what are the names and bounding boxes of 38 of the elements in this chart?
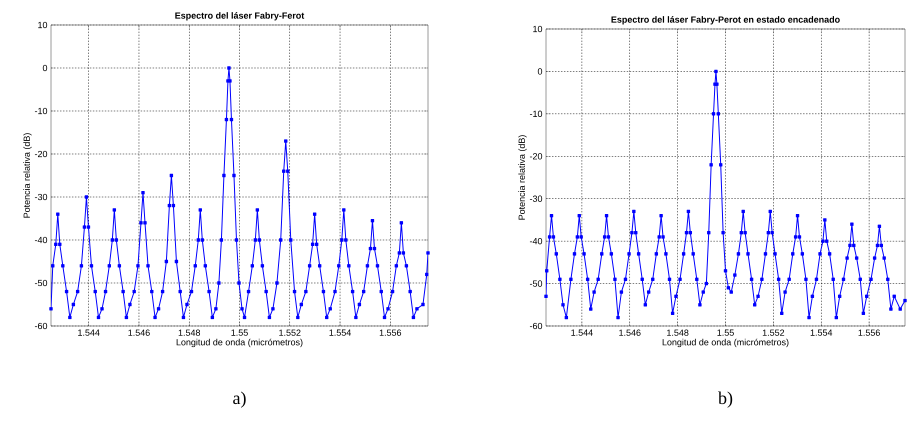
y-tick-label: -40 — [34, 236, 48, 244]
y-axis-title: Potencia relativa (dB) — [518, 135, 527, 220]
y-tick-label: -60 — [34, 322, 48, 330]
y-tick-label: -40 — [530, 238, 542, 244]
x-tick-label: 1.55 — [231, 330, 248, 336]
y-tick-label: -20 — [34, 150, 48, 158]
x-tick-label: 1.552 — [762, 330, 784, 336]
x-tick-label: 1.544 — [78, 330, 100, 336]
x-tick-label: 1.556 — [380, 330, 402, 336]
y-tick-label: 0 — [538, 68, 542, 75]
x-tick-label: 1.548 — [178, 330, 200, 336]
y-tick-label: -30 — [530, 196, 542, 202]
x-tick-label: 1.552 — [279, 330, 301, 336]
x-tick-label: 1.554 — [810, 330, 832, 336]
chart-title: Espectro del láser Fabry-Perot en estado encadenado — [611, 16, 840, 24]
y-tick-label: 10 — [533, 26, 542, 32]
y-axis-title: Potencia relativa (dB) — [23, 133, 32, 218]
x-tick-label: 1.546 — [128, 330, 150, 336]
x-tick-label: 1.546 — [619, 330, 641, 336]
x-tick-label: 1.544 — [571, 330, 593, 336]
x-axis-title: Longitud de onda (micrómetros) — [662, 338, 788, 348]
text: b) — [718, 392, 732, 408]
x-tick-label: 1.548 — [667, 330, 688, 336]
y-tick-label: 0 — [42, 64, 48, 72]
y-tick-label: -20 — [530, 153, 542, 160]
y-tick-label: -10 — [34, 108, 48, 114]
x-tick-label: 1.554 — [330, 330, 351, 336]
text: a) — [233, 392, 246, 408]
x-tick-label: 1.55 — [717, 330, 734, 336]
y-tick-label: -10 — [530, 110, 542, 118]
y-tick-label: -50 — [34, 280, 48, 286]
y-tick-label: -30 — [34, 194, 48, 200]
y-tick-label: 10 — [38, 22, 48, 28]
y-tick-label: -60 — [530, 322, 542, 330]
x-tick-label: 1.556 — [858, 330, 880, 336]
chart-title: Espectro del láser Fabry-Ferot — [175, 12, 304, 20]
x-axis-title: Longitud de onda (micrómetros) — [176, 338, 302, 348]
y-tick-label: -50 — [530, 280, 542, 287]
